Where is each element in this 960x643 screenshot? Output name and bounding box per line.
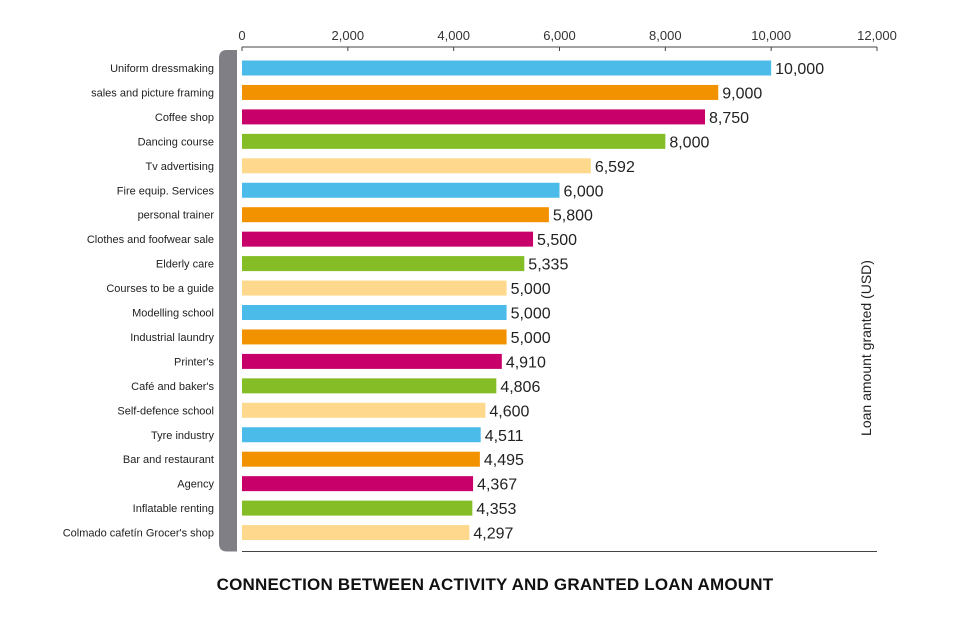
value-label: 6,000 [564,183,604,200]
value-label: 5,000 [511,281,551,298]
category-label: Colmado cafetín Grocer's shop [63,528,214,540]
category-label: Tyre industry [151,430,214,442]
bar [242,231,534,247]
bar [242,525,470,541]
value-label: 4,600 [489,403,529,420]
bar [242,280,507,296]
bar [242,378,497,394]
category-label: Café and baker's [131,381,214,393]
bar [242,60,772,76]
value-label: 4,806 [500,379,540,396]
bar [242,427,481,443]
chart-title: CONNECTION BETWEEN ACTIVITY AND GRANTED … [216,575,774,594]
category-band [219,50,237,552]
value-label: 4,353 [476,501,516,518]
x-tick-label: 12,000 [857,28,897,43]
bar [242,84,719,100]
bar [242,256,525,272]
value-label: 4,367 [477,477,517,494]
value-label: 5,500 [537,232,577,249]
category-label: Elderly care [156,259,214,271]
value-label: 10,000 [775,61,824,78]
x-tick-label: 0 [238,28,245,43]
value-label: 4,297 [473,526,513,543]
x-tick-label: 2,000 [332,28,365,43]
bar [242,305,507,320]
bar [242,207,549,223]
category-label: Coffee shop [155,112,214,124]
category-label: Fire equip. Services [117,185,215,197]
category-label: sales and picture framing [91,87,214,99]
category-label: Clothes and foofwear sale [87,234,214,246]
category-label: Industrial laundry [130,332,214,344]
x-tick-label: 8,000 [649,28,682,43]
category-label: Uniform dressmaking [110,63,214,75]
value-label: 5,335 [528,257,568,274]
value-label: 5,000 [511,330,551,347]
category-label: Modelling school [132,308,214,320]
value-label: 4,495 [484,452,524,469]
bar [242,182,560,198]
bar [242,109,706,125]
category-label: Printer's [174,356,214,368]
x-tick-label: 10,000 [751,28,791,43]
bar [242,133,666,149]
x-axis-ticks: 0 2,000 4,000 6,000 8,000 10,000 12,000 [238,28,897,51]
value-label: 4,511 [485,428,524,445]
category-label: Inflatable renting [133,503,214,515]
category-label: Courses to be a guide [106,283,214,295]
value-label: 8,750 [709,110,749,127]
bar [242,353,502,369]
value-label: 8,000 [669,134,709,151]
category-label: personal trainer [138,210,215,222]
category-label: Tv advertising [146,161,214,173]
value-label: 6,592 [595,159,635,176]
bars [242,60,772,541]
category-label: Agency [177,479,214,491]
bar [242,451,480,467]
value-label: 9,000 [722,85,762,102]
category-label: Dancing course [138,136,214,148]
x-tick-label: 4,000 [437,28,470,43]
category-label: Bar and restaurant [123,454,214,466]
value-axis-title: Loan amount granted (USD) [858,260,874,436]
bar [242,402,486,418]
category-label: Self-defence school [117,405,214,417]
category-labels: Uniform dressmaking sales and picture fra… [63,63,215,540]
bar [242,158,591,174]
bar [242,329,507,345]
value-label: 5,800 [553,208,593,225]
bar [242,500,473,516]
bar [242,476,474,492]
x-tick-label: 6,000 [543,28,576,43]
value-label: 4,910 [506,354,546,371]
value-label: 5,000 [511,306,551,323]
